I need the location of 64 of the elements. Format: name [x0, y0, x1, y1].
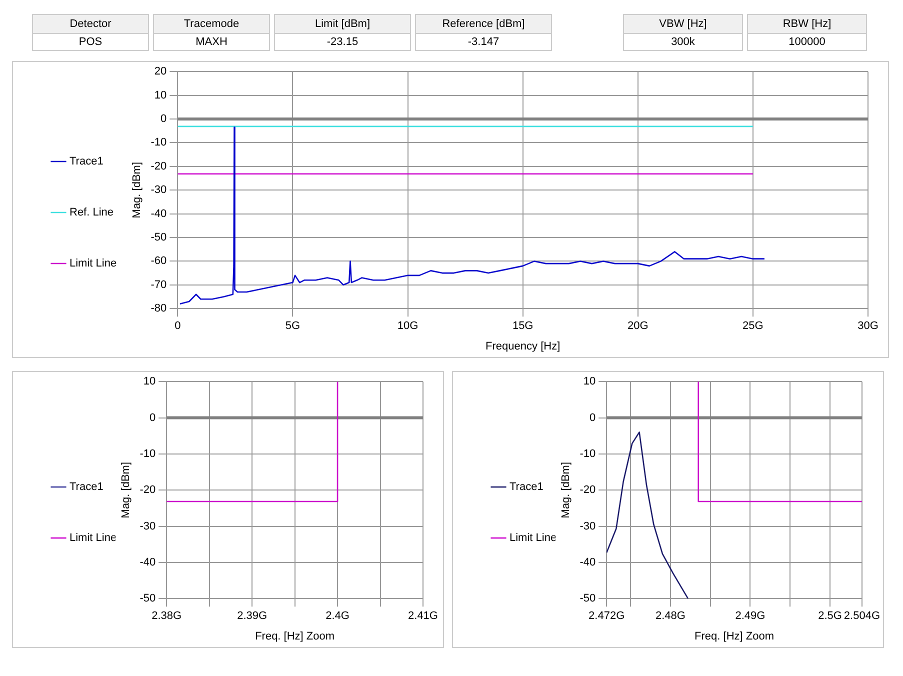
x-tick-label: 25G [742, 320, 764, 332]
y-tick-label: -50 [140, 592, 156, 605]
y-tick-label: 10 [583, 376, 596, 388]
y-axis-title: Mag. [dBm] [120, 462, 132, 518]
x-axis-title: Frequency [Hz] [486, 340, 560, 352]
y-tick-label: -30 [150, 184, 167, 196]
y-tick-label: -20 [140, 484, 156, 496]
y-tick-label: 10 [154, 89, 167, 102]
x-tick-label: 30G [858, 320, 878, 332]
text: MAXH [194, 35, 228, 50]
text: VBW [Hz] [624, 15, 742, 34]
x-tick-label: 2.49G [735, 610, 766, 622]
y-tick-label: -30 [580, 520, 596, 532]
x-axis-title: Freq. [Hz] Zoom [694, 630, 774, 642]
x-tick-label: 0 [174, 320, 181, 332]
text: 300k [670, 35, 696, 50]
x-tick-label: 20G [627, 320, 648, 332]
text: Tracemode [154, 15, 269, 34]
x-axis-title: Freq. [Hz] Zoom [255, 630, 335, 642]
y-tick-label: -20 [150, 160, 167, 172]
text: -23.15 [326, 35, 360, 50]
y-tick-label: 0 [160, 113, 167, 126]
y-tick-label: -20 [580, 484, 596, 496]
text: Reference [dBm] [416, 15, 551, 34]
y-tick-label: -40 [150, 208, 167, 220]
y-tick-label: 20 [154, 66, 167, 78]
y-tick-label: 0 [589, 412, 596, 424]
x-tick-label: 2.4G [326, 610, 350, 622]
legend-label: Trace1 [70, 481, 104, 494]
x-tick-label: 2.472G [588, 610, 625, 622]
y-tick-label: -40 [580, 556, 596, 568]
text: -3.147 [466, 35, 500, 50]
text: POS [78, 35, 104, 50]
x-tick-label: 2.48G [655, 610, 686, 622]
y-tick-label: -30 [140, 520, 156, 532]
y-tick-label: 10 [143, 376, 156, 388]
x-tick-label: 5G [285, 320, 300, 332]
y-tick-label: -60 [150, 255, 167, 268]
legend-label: Limit Line [70, 258, 117, 270]
x-tick-label: 2.5G [818, 610, 842, 622]
legend-label: Ref. Line [70, 206, 114, 219]
y-tick-label: -80 [150, 302, 167, 315]
y-tick-label: -40 [140, 556, 156, 568]
y-tick-label: -10 [150, 136, 167, 149]
x-tick-label: 2.39G [237, 610, 268, 622]
y-tick-label: -50 [580, 592, 596, 605]
x-tick-label: 2.38G [152, 610, 182, 622]
text: 100000 [788, 35, 826, 50]
y-tick-label: -10 [580, 448, 596, 460]
y-tick-label: -70 [150, 278, 167, 291]
legend-label: Trace1 [510, 481, 544, 494]
text: Detector [33, 15, 148, 34]
x-tick-label: 10G [397, 320, 418, 332]
x-tick-label: 2.41G [408, 610, 438, 622]
legend-label: Trace1 [70, 156, 104, 168]
y-axis-title: Mag. [dBm] [131, 162, 144, 218]
y-tick-label: -50 [150, 232, 167, 244]
x-tick-label: 15G [512, 320, 534, 332]
y-axis-title: Mag. [dBm] [560, 462, 572, 518]
y-tick-label: -10 [140, 448, 156, 460]
text: RBW [Hz] [748, 15, 866, 34]
text: Limit [dBm] [275, 15, 410, 34]
x-tick-label: 2.504G [844, 610, 880, 622]
y-tick-label: 0 [149, 412, 156, 424]
